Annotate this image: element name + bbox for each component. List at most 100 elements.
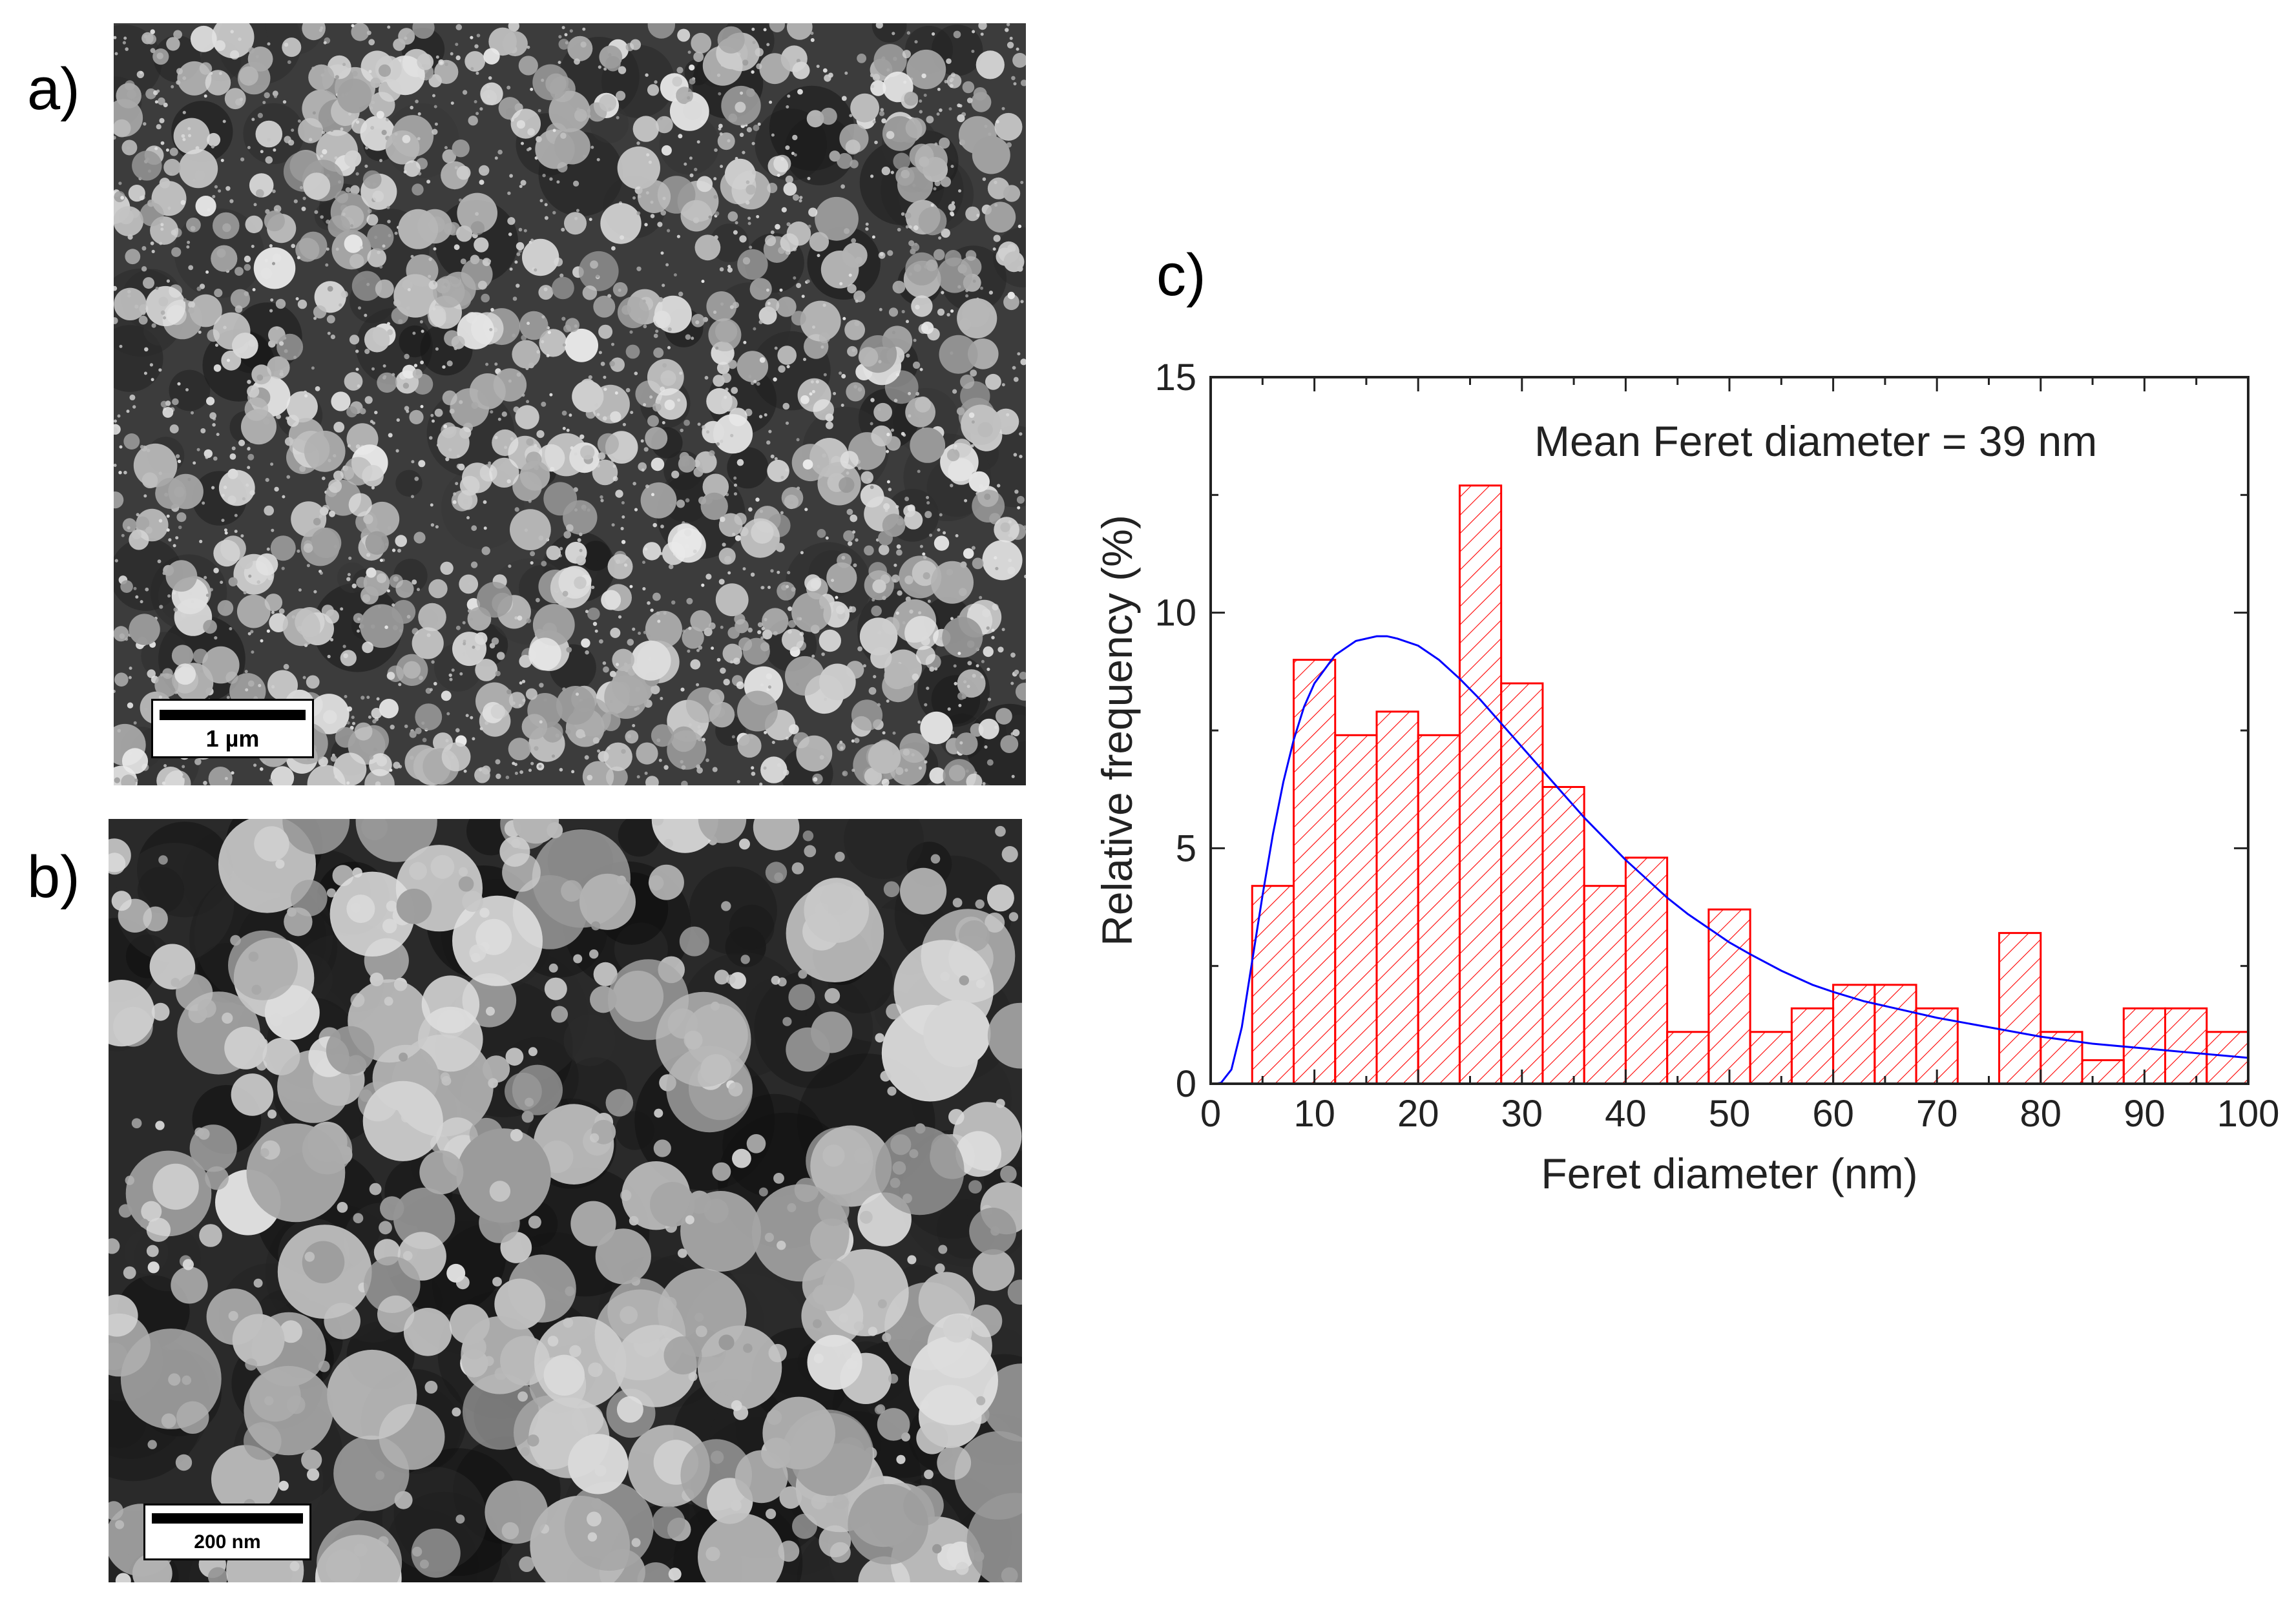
micrograph-particle: [735, 221, 738, 225]
micrograph-particle: [534, 465, 539, 470]
micrograph-particle: [561, 410, 567, 416]
micrograph-particle: [470, 561, 478, 568]
micrograph-particle: [767, 156, 789, 177]
micrograph-particle: [900, 867, 947, 915]
micrograph-particle: [556, 686, 595, 725]
micrograph-particle: [114, 626, 129, 642]
micrograph-particle: [527, 322, 530, 326]
micrograph-particle: [159, 242, 163, 245]
micrograph-particle: [227, 468, 238, 479]
micrograph-particle: [399, 1052, 408, 1062]
micrograph-particle: [839, 371, 842, 375]
micrograph-particle: [955, 1131, 1001, 1177]
micrograph-particle: [275, 859, 285, 869]
micrograph-particle: [967, 661, 972, 666]
micrograph-particle: [384, 625, 388, 629]
histogram-bar: [1583, 885, 1627, 1085]
micrograph-particle: [328, 479, 342, 493]
micrograph-particle: [643, 324, 647, 329]
micrograph-particle: [372, 719, 377, 724]
micrograph-particle: [306, 564, 310, 568]
micrograph-particle: [796, 59, 800, 63]
micrograph-particle: [735, 1450, 788, 1504]
micrograph-particle: [1012, 366, 1016, 370]
micrograph-particle: [986, 626, 990, 630]
micrograph-particle: [350, 185, 360, 195]
micrograph-particle: [140, 202, 164, 227]
micrograph-particle: [776, 296, 797, 317]
micrograph-particle: [797, 378, 831, 412]
micrograph-particle: [442, 365, 446, 369]
micrograph-particle: [189, 294, 222, 327]
micrograph-particle: [493, 368, 527, 402]
micrograph-particle: [660, 210, 666, 216]
micrograph-particle: [205, 594, 209, 597]
micrograph-particle: [265, 478, 269, 482]
micrograph-particle: [264, 211, 285, 232]
micrograph-particle: [904, 510, 923, 530]
micrograph-particle: [647, 358, 684, 396]
micrograph-particle: [770, 569, 774, 573]
micrograph-particle: [948, 765, 966, 781]
micrograph-particle: [781, 487, 804, 509]
micrograph-particle: [114, 136, 116, 140]
micrograph-particle: [972, 136, 1010, 174]
micrograph-particle: [475, 777, 479, 781]
micrograph-particle: [769, 23, 785, 33]
micrograph-particle: [199, 1224, 222, 1247]
micrograph-particle: [159, 178, 171, 189]
micrograph-particle: [356, 577, 368, 588]
micrograph-particle: [229, 453, 236, 460]
micrograph-particle: [788, 606, 793, 612]
micrograph-particle: [270, 298, 274, 302]
micrograph-particle: [576, 692, 579, 696]
x-tick-label: 70: [1916, 1093, 1958, 1135]
micrograph-particle: [886, 68, 890, 72]
micrograph-particle: [180, 200, 186, 205]
micrograph-shade: [563, 1014, 616, 1066]
y-tick-label: 5: [1176, 827, 1196, 869]
micrograph-particle: [574, 452, 578, 456]
micrograph-particle: [901, 309, 905, 314]
micrograph-particle: [267, 42, 271, 46]
micrograph-particle: [843, 228, 850, 234]
micrograph-particle: [464, 51, 486, 72]
micrograph-particle: [303, 172, 331, 200]
micrograph-particle: [857, 646, 862, 652]
micrograph-particle: [581, 638, 590, 648]
micrograph-particle: [939, 335, 978, 374]
micrograph-particle: [360, 604, 404, 648]
micrograph-particle: [412, 23, 435, 39]
micrograph-particle: [879, 307, 882, 311]
micrograph-particle: [605, 1089, 634, 1117]
micrograph-particle: [691, 336, 694, 340]
micrograph-particle: [590, 145, 594, 149]
micrograph-particle: [138, 315, 148, 325]
micrograph-particle: [662, 421, 665, 424]
micrograph-particle: [120, 1329, 222, 1429]
micrograph-particle: [129, 394, 136, 400]
micrograph-particle: [245, 215, 263, 234]
micrograph-particle: [297, 549, 300, 553]
micrograph-particle: [379, 559, 383, 563]
micrograph-particle: [519, 311, 548, 340]
micrograph-particle: [457, 463, 465, 471]
mean-annotation: Mean Feret diameter = 39 nm: [1534, 417, 2097, 465]
micrograph-particle: [636, 742, 658, 765]
micrograph-particle: [924, 760, 928, 764]
micrograph-particle: [907, 1255, 917, 1265]
micrograph-particle: [202, 501, 205, 505]
micrograph-particle: [953, 30, 961, 39]
micrograph-particle: [131, 529, 141, 540]
micrograph-particle: [188, 301, 195, 308]
micrograph-particle: [264, 92, 270, 99]
micrograph-particle: [778, 365, 786, 373]
micrograph-particle: [539, 199, 543, 203]
micrograph-particle: [513, 819, 559, 844]
micrograph-particle: [887, 250, 893, 256]
micrograph-particle: [799, 196, 803, 200]
micrograph-particle: [466, 516, 470, 520]
micrograph-particle: [806, 110, 824, 128]
micrograph-particle: [376, 697, 380, 701]
micrograph-particle: [986, 884, 1014, 912]
